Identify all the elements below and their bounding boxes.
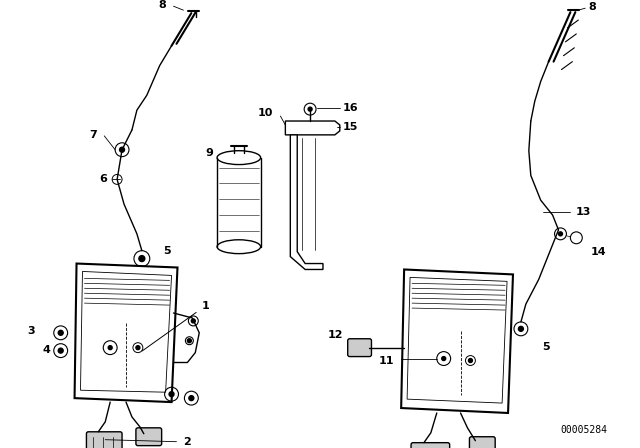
Circle shape (518, 327, 524, 332)
Text: 15: 15 (343, 122, 358, 132)
Text: 12: 12 (327, 330, 343, 340)
Circle shape (559, 232, 563, 236)
Circle shape (108, 346, 112, 349)
Text: 14: 14 (590, 247, 606, 257)
Ellipse shape (217, 151, 260, 164)
Polygon shape (74, 263, 177, 402)
Text: 5: 5 (543, 342, 550, 352)
Text: 00005284: 00005284 (560, 425, 607, 435)
Text: 6: 6 (99, 174, 108, 185)
Text: 2: 2 (184, 437, 191, 447)
FancyBboxPatch shape (348, 339, 371, 357)
Text: 5: 5 (164, 246, 172, 256)
Circle shape (120, 147, 125, 152)
Circle shape (191, 319, 195, 323)
Text: 16: 16 (343, 103, 358, 113)
Text: 8: 8 (588, 2, 596, 12)
Text: 13: 13 (575, 207, 591, 217)
Text: 10: 10 (258, 108, 273, 118)
Circle shape (308, 107, 312, 111)
Polygon shape (285, 121, 340, 135)
FancyBboxPatch shape (86, 432, 122, 448)
Text: 7: 7 (90, 130, 97, 140)
Circle shape (468, 358, 472, 362)
Circle shape (136, 346, 140, 349)
Text: 3: 3 (27, 326, 35, 336)
Circle shape (139, 256, 145, 262)
Circle shape (169, 392, 174, 396)
Circle shape (442, 357, 445, 361)
Text: 11: 11 (379, 356, 394, 366)
Text: 9: 9 (205, 148, 213, 158)
Circle shape (58, 330, 63, 335)
Text: 8: 8 (159, 0, 166, 10)
Polygon shape (291, 135, 323, 270)
Polygon shape (401, 270, 513, 413)
Circle shape (188, 339, 191, 343)
Text: 4: 4 (43, 345, 51, 355)
FancyBboxPatch shape (470, 437, 495, 448)
FancyBboxPatch shape (411, 443, 450, 448)
Circle shape (189, 396, 194, 401)
FancyBboxPatch shape (136, 428, 162, 446)
Text: 1: 1 (142, 301, 209, 351)
Circle shape (58, 348, 63, 353)
Ellipse shape (217, 240, 260, 254)
